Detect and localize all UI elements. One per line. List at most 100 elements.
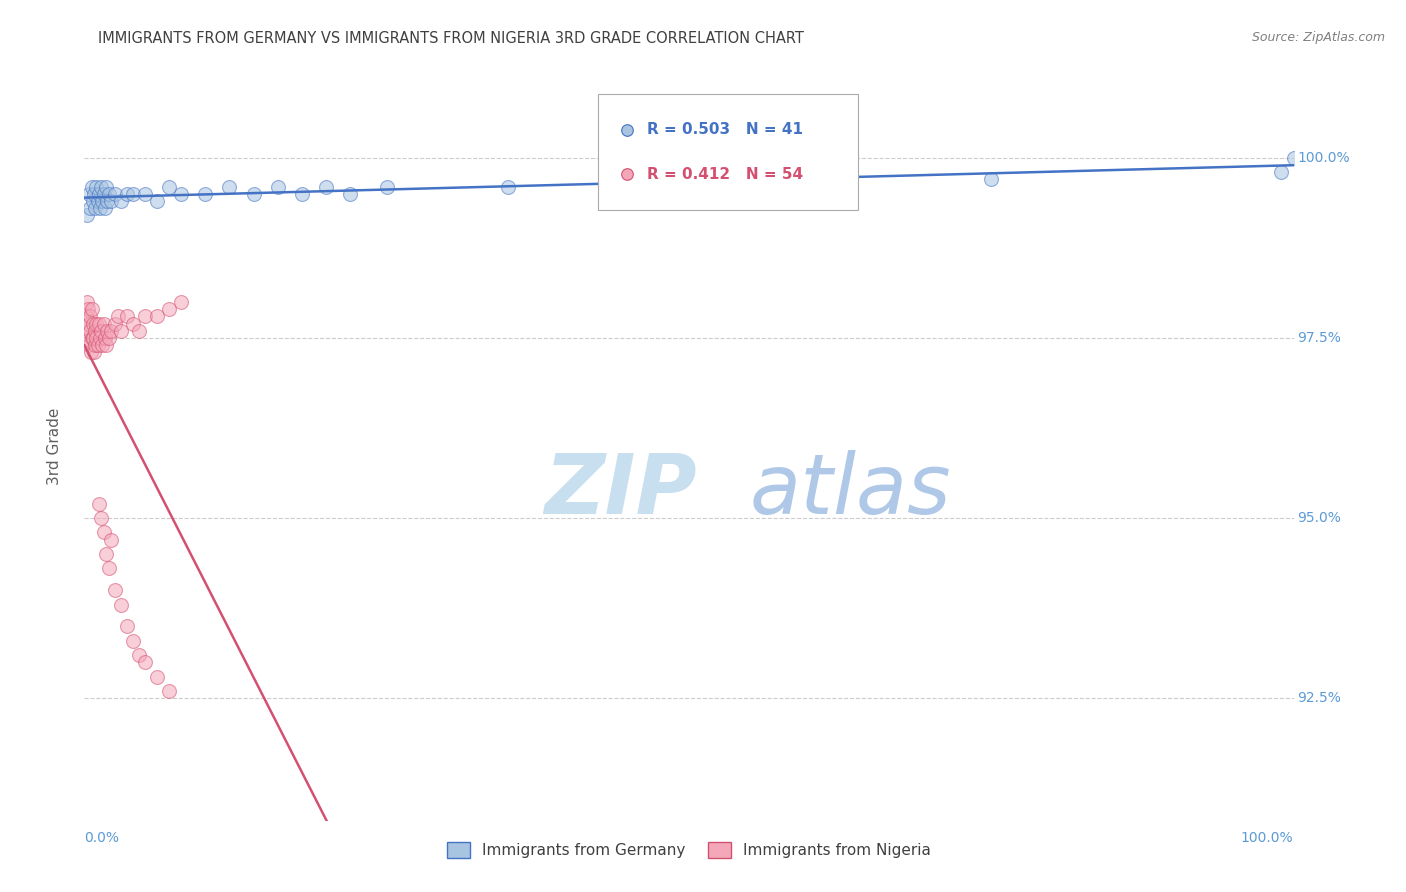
Point bbox=[80, 345, 103, 359]
Point bbox=[100, 533, 122, 547]
Point bbox=[94, 331, 117, 345]
Point bbox=[291, 186, 314, 201]
Point bbox=[86, 331, 108, 345]
Point bbox=[79, 201, 101, 215]
Point bbox=[170, 294, 193, 309]
Point bbox=[80, 302, 103, 317]
Point bbox=[75, 310, 97, 324]
Point bbox=[91, 194, 114, 208]
Point bbox=[94, 179, 117, 194]
Point bbox=[980, 172, 1002, 186]
Point bbox=[170, 186, 193, 201]
Legend: Immigrants from Germany, Immigrants from Nigeria: Immigrants from Germany, Immigrants from… bbox=[447, 842, 931, 858]
Point bbox=[84, 317, 107, 331]
Text: atlas: atlas bbox=[749, 450, 950, 532]
Point bbox=[242, 186, 264, 201]
Point bbox=[94, 338, 117, 352]
Point bbox=[93, 525, 115, 540]
Point bbox=[86, 194, 108, 208]
Point bbox=[77, 317, 100, 331]
Point bbox=[146, 310, 169, 324]
Point bbox=[157, 179, 180, 194]
Point bbox=[134, 310, 156, 324]
Point bbox=[94, 547, 117, 561]
Point bbox=[77, 186, 100, 201]
Point bbox=[1270, 165, 1292, 179]
Point bbox=[121, 186, 143, 201]
Point bbox=[128, 648, 150, 662]
Point bbox=[89, 201, 111, 215]
Point bbox=[96, 324, 118, 338]
Point bbox=[87, 317, 110, 331]
Point bbox=[90, 511, 112, 525]
Text: R = 0.503   N = 41: R = 0.503 N = 41 bbox=[647, 122, 803, 137]
Point bbox=[115, 619, 138, 633]
Point bbox=[82, 317, 104, 331]
Point bbox=[91, 338, 114, 352]
Point bbox=[104, 186, 127, 201]
Text: 3rd Grade: 3rd Grade bbox=[46, 408, 62, 484]
Point bbox=[121, 633, 143, 648]
Point bbox=[115, 186, 138, 201]
Point bbox=[157, 684, 180, 698]
Point bbox=[79, 310, 101, 324]
Point bbox=[738, 172, 761, 186]
Point bbox=[146, 194, 169, 208]
Point bbox=[93, 317, 115, 331]
Point bbox=[76, 324, 98, 338]
Point bbox=[107, 310, 129, 324]
Point bbox=[77, 338, 100, 352]
Point bbox=[82, 331, 104, 345]
Point bbox=[375, 179, 398, 194]
Text: 100.0%: 100.0% bbox=[1298, 151, 1350, 165]
Text: 100.0%: 100.0% bbox=[1241, 831, 1294, 846]
Point bbox=[339, 186, 361, 201]
Text: 0.0%: 0.0% bbox=[84, 831, 120, 846]
Point bbox=[82, 331, 104, 345]
Point bbox=[496, 179, 519, 194]
Text: 97.5%: 97.5% bbox=[1298, 331, 1341, 345]
Point bbox=[84, 338, 107, 352]
Text: 95.0%: 95.0% bbox=[1298, 511, 1341, 525]
Point bbox=[100, 194, 122, 208]
Point bbox=[134, 186, 156, 201]
Text: 92.5%: 92.5% bbox=[1298, 691, 1341, 706]
Point bbox=[678, 172, 700, 186]
Point bbox=[134, 655, 156, 669]
Point bbox=[89, 331, 111, 345]
Point bbox=[194, 186, 217, 201]
FancyBboxPatch shape bbox=[599, 94, 858, 210]
Point bbox=[157, 302, 180, 317]
Point bbox=[90, 324, 112, 338]
Point bbox=[110, 324, 132, 338]
Point bbox=[80, 179, 103, 194]
Point bbox=[97, 186, 120, 201]
Point bbox=[79, 324, 101, 338]
Text: R = 0.412   N = 54: R = 0.412 N = 54 bbox=[647, 167, 803, 182]
Point bbox=[87, 186, 110, 201]
Point bbox=[110, 598, 132, 612]
Point bbox=[146, 669, 169, 683]
Point bbox=[128, 324, 150, 338]
Text: ZIP: ZIP bbox=[544, 450, 696, 532]
Point bbox=[84, 201, 107, 215]
Point bbox=[93, 186, 115, 201]
Point bbox=[315, 179, 337, 194]
Point bbox=[97, 331, 120, 345]
Point bbox=[83, 324, 105, 338]
Point bbox=[267, 179, 290, 194]
Point bbox=[121, 317, 143, 331]
Point bbox=[82, 194, 104, 208]
Point bbox=[218, 179, 240, 194]
Point bbox=[115, 310, 138, 324]
Point bbox=[96, 194, 118, 208]
Point bbox=[104, 317, 127, 331]
Point bbox=[83, 186, 105, 201]
Text: IMMIGRANTS FROM GERMANY VS IMMIGRANTS FROM NIGERIA 3RD GRADE CORRELATION CHART: IMMIGRANTS FROM GERMANY VS IMMIGRANTS FR… bbox=[98, 31, 804, 46]
Text: Source: ZipAtlas.com: Source: ZipAtlas.com bbox=[1251, 31, 1385, 45]
Point bbox=[77, 302, 100, 317]
Point bbox=[100, 324, 122, 338]
Point bbox=[104, 583, 127, 598]
Point bbox=[76, 294, 98, 309]
Point bbox=[83, 345, 105, 359]
